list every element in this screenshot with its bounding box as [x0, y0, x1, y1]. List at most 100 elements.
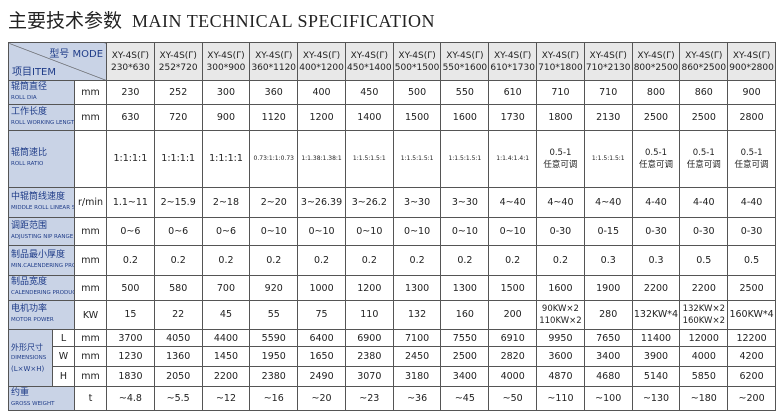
- axis: L: [60, 332, 67, 344]
- value: 1650: [309, 351, 334, 362]
- model-name: XY-4S(Γ): [493, 50, 532, 61]
- value: 1800: [548, 112, 573, 123]
- value: 1500: [500, 282, 525, 294]
- value: 2~20: [260, 197, 287, 208]
- model-size: 710*1800: [538, 62, 583, 73]
- value: 400: [312, 87, 331, 98]
- model-header: XY-4S(Γ) 400*1200: [297, 42, 346, 81]
- model-header: XY-4S(Γ) 450*1400: [344, 42, 394, 81]
- value: 0~10: [356, 226, 383, 237]
- model-header: XY-4S(Γ) 230*630: [106, 42, 155, 81]
- value-cell: 1:1.5:1.5:1: [583, 130, 633, 188]
- value-cell: 0.2: [249, 245, 299, 276]
- value-cell: 2200: [201, 366, 251, 387]
- value: 0.3: [648, 255, 664, 266]
- value-cell: 500: [392, 80, 442, 105]
- value-cell: 7650: [583, 329, 633, 347]
- value-cell: 0.2: [344, 245, 394, 276]
- value-cell: 75: [297, 300, 346, 330]
- value: 4870: [548, 371, 573, 382]
- unit: mm: [81, 87, 100, 98]
- value: 1120: [261, 112, 286, 123]
- value: ~36: [407, 393, 428, 404]
- value: ~12: [215, 393, 236, 404]
- value-line: 280: [599, 309, 618, 320]
- value-cell: 0.5-1 任意可调: [679, 130, 729, 188]
- model-size: 800*2500: [633, 62, 679, 73]
- value-cell: ~130: [631, 386, 681, 411]
- model-name: XY-4S(Γ): [589, 50, 627, 61]
- unit: mm: [81, 332, 100, 344]
- value-cell: 700: [201, 275, 251, 301]
- value-cell: 4-40: [679, 187, 729, 218]
- value-cell: 0~10: [440, 217, 490, 246]
- corner-bottom: 项目ITEM: [12, 67, 57, 78]
- value: 1200: [357, 282, 382, 294]
- spec-row: 工作长度 ROLL WORKING LENGTH mm 630 720 900 1120 12…: [8, 104, 776, 131]
- value-cell: 1300: [392, 275, 442, 301]
- corner-top: 型号 MODE: [49, 49, 104, 60]
- value-line: 任意可调: [543, 160, 578, 170]
- model-size: 252*720: [158, 62, 198, 73]
- value: 6910: [500, 332, 525, 344]
- unit: mm: [81, 351, 100, 362]
- value-cell: 0-30: [536, 217, 585, 246]
- value: 252: [169, 87, 188, 98]
- value: 1500: [405, 112, 430, 123]
- value: 0-15: [597, 226, 619, 237]
- title: 主要技术参数 MAIN TECHNICAL SPECIFICATION: [8, 6, 435, 34]
- value: 0.5: [744, 255, 760, 266]
- value-cell: 920: [249, 275, 299, 301]
- unit-cell: KW: [73, 300, 108, 330]
- value: 900: [216, 112, 236, 123]
- value-cell: ~45: [440, 386, 490, 411]
- value-cell: 1600: [536, 275, 585, 301]
- value-cell: 0~10: [392, 217, 442, 246]
- value: 1.1~11: [112, 197, 148, 208]
- value: ~23: [359, 393, 380, 404]
- value-cell: 160KW*4: [727, 300, 776, 330]
- value-line: 90KW×2: [541, 304, 579, 314]
- value: ~4.8: [118, 393, 142, 404]
- value-line: 15: [124, 309, 137, 320]
- value: 1230: [118, 351, 143, 362]
- value-cell: 110: [344, 300, 394, 330]
- value: 2500: [452, 351, 477, 362]
- value: 0.2: [313, 255, 330, 266]
- value: 2500: [739, 282, 764, 294]
- value-cell: 900: [727, 80, 776, 105]
- value-cell: 4680: [583, 366, 633, 387]
- value: 920: [264, 282, 283, 294]
- label-en: MOTOR POWER: [11, 317, 54, 323]
- value-cell: 2500: [631, 104, 681, 131]
- value-cell: 3070: [344, 366, 394, 387]
- axis-label: L: [52, 329, 75, 347]
- label-en: MIN.CALENDERING PRODUCT THICKNESS: [11, 262, 74, 269]
- value-cell: 1400: [344, 104, 394, 131]
- value-cell: 900: [201, 104, 251, 131]
- value: 720: [169, 112, 188, 123]
- model-size: 230*630: [110, 62, 150, 73]
- axis: W: [58, 351, 69, 362]
- value-cell: 0~10: [344, 217, 394, 246]
- unit-cell: mm: [73, 217, 108, 246]
- unit: mm: [81, 282, 100, 294]
- unit-cell: mm: [73, 275, 108, 301]
- value-cell: 580: [153, 275, 203, 301]
- value: 6400: [309, 332, 334, 344]
- value-cell: 2490: [297, 366, 346, 387]
- value: 630: [121, 112, 140, 123]
- value-cell: 2500: [440, 346, 490, 367]
- value: 7550: [452, 332, 477, 344]
- value-cell: 1360: [153, 346, 203, 367]
- value: 3~30: [451, 197, 478, 208]
- value: 1830: [118, 371, 143, 382]
- value: 550: [455, 87, 474, 98]
- value-cell: 0-30: [631, 217, 681, 246]
- value-cell: 2450: [392, 346, 442, 367]
- value: 450: [360, 87, 379, 98]
- corner-cell: 型号 MODE 项目ITEM: [7, 42, 108, 81]
- value-cell: 0.3: [583, 245, 633, 276]
- label-cn: 约重: [11, 387, 30, 398]
- value-cell: 55: [249, 300, 299, 330]
